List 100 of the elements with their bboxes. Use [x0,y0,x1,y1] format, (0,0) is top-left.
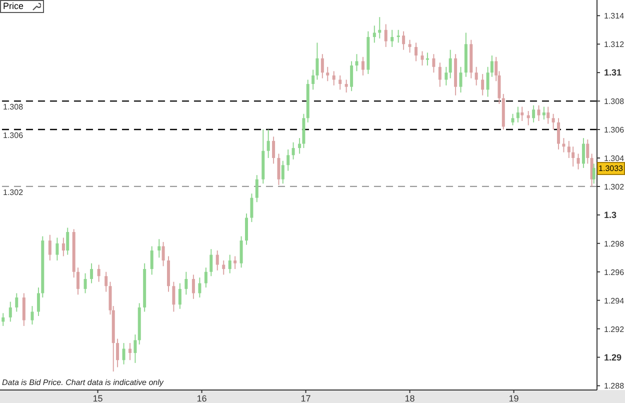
y-tick-label: 1.312 [604,40,625,50]
annotation: 1.3033 [596,162,625,175]
candlestick [97,264,100,282]
candlestick [486,66,490,98]
candlestick [292,142,295,160]
x-tick-label: 16 [196,393,207,403]
candlestick [281,160,284,184]
y-tick-label: 1.31 [604,68,622,78]
candlestick [255,174,258,203]
candlestick [546,106,550,124]
y-tick-label: 1.294 [604,296,625,306]
ref-line-label: 1.306 [3,131,24,140]
candlestick [30,306,34,326]
y-tick-label: 1.3 [604,210,617,220]
candlestick [361,56,364,76]
candlestick [396,29,400,44]
candlestick [552,113,555,130]
y-tick-label: 1.292 [604,324,625,334]
y-tick-label: 1.29 [604,352,622,362]
candlestick [592,163,596,184]
candlestick [338,74,342,90]
candlestick [250,193,254,223]
annotation: Data is Bid Price. Chart data is indicative only [2,378,164,387]
candlestick [444,66,448,86]
candlestick [557,118,560,150]
candlestick [48,234,52,261]
y-tick-label: 1.308 [604,97,625,106]
ref-line-label: 1.302 [3,188,24,198]
candlestick [459,66,462,94]
candlestick [576,153,580,170]
candlestick [134,334,137,364]
candlestick [572,146,575,168]
candlestick [234,256,237,270]
candlestick [567,140,570,158]
y-tick-label: 1.302 [604,182,625,192]
candlestick [408,39,412,54]
candlestick [438,62,442,88]
candlestick [542,106,546,120]
candlestick [312,69,315,90]
candlestick [298,138,302,154]
candlestick [474,66,478,86]
x-tick-label: 17 [300,393,311,403]
candlestick [178,282,182,310]
candlestick [516,106,520,123]
candlestick [326,66,330,82]
candlestick [390,29,394,48]
chart-title: Price [3,1,24,12]
candlestick [511,113,514,126]
candlestick [286,148,290,172]
candlestick [532,104,536,123]
y-tick-label: 1.298 [604,239,625,248]
candlestick [90,262,94,284]
candlestick [332,70,336,86]
ref-line-label: 1.308 [3,102,24,112]
candlestick [66,227,70,256]
candlestick [204,267,208,288]
candlestick [582,138,585,168]
y-tick-label: 1.304 [604,154,625,163]
candlestick [448,49,452,79]
candlestick [15,292,18,312]
x-tick-label: 18 [404,393,415,403]
candlestick [372,25,376,44]
candlestick [8,301,12,322]
candlestick [22,292,26,326]
candlestick [344,79,348,94]
candlestick [316,42,319,80]
candlestick [104,271,108,292]
candlestick [402,30,406,50]
candlestick [172,281,176,312]
candlestick [320,54,324,79]
candlestick [240,236,243,268]
candlestick [150,246,154,276]
candlestick [2,312,5,326]
candlestick [414,42,418,62]
candlestick [198,277,202,298]
candlestick [420,50,424,66]
candlestick [184,271,188,296]
candlestick [62,237,65,257]
candlestick [192,274,195,300]
candlestick [481,74,484,96]
candlestick [56,237,59,261]
candlestick [272,136,276,164]
candlestick [122,342,126,365]
candlestick [384,24,388,48]
candlestick [355,54,358,72]
candlestick [350,60,354,92]
y-tick-label: 1.306 [604,126,625,135]
x-tick-label: 19 [508,393,519,403]
candlestick [222,260,226,276]
candlestick [76,267,80,296]
x-tick-label: 15 [92,393,103,403]
candlestick [520,106,524,122]
y-tick-label: 1.296 [604,268,625,277]
candlestick [277,153,280,186]
candlestick [216,250,219,271]
candlestick [244,213,248,246]
candlestick [210,248,213,277]
candlestick [128,342,132,361]
candlestick [537,104,540,122]
candlestick [116,338,120,368]
